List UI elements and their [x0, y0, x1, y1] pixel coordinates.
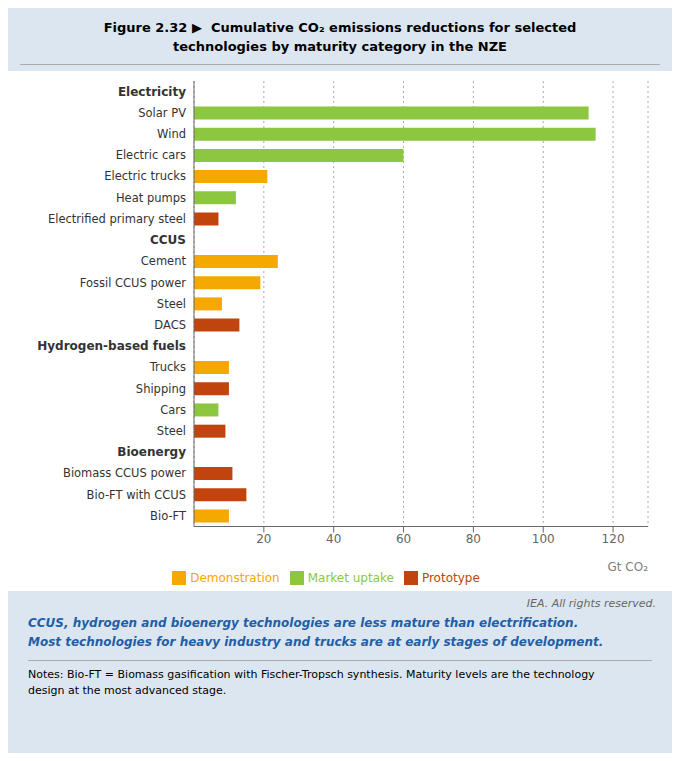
svg-text:Steel: Steel — [157, 297, 186, 311]
html-text:IEA. All rights reserved.: IEA. All rights reserved. — [526, 597, 656, 610]
svg-text:100: 100 — [532, 532, 555, 546]
svg-text:Wind: Wind — [157, 127, 186, 141]
svg-text:Trucks: Trucks — [149, 360, 186, 374]
svg-text:Electrified primary steel: Electrified primary steel — [48, 212, 186, 226]
svg-text:Steel: Steel — [157, 424, 186, 438]
svg-text:Biomass CCUS power: Biomass CCUS power — [63, 466, 186, 480]
html-text:Figure 2.32 ▶ Cumulative CO₂ e: Figure 2.32 ▶ Cumulative CO₂ emissions r… — [103, 20, 577, 35]
svg-text:DACS: DACS — [154, 318, 186, 332]
svg-text:Bioenergy: Bioenergy — [117, 445, 186, 459]
svg-text:120: 120 — [602, 532, 625, 546]
html-text:Market uptake: Market uptake — [307, 570, 394, 585]
svg-text:CCUS: CCUS — [150, 233, 186, 247]
svg-text:60: 60 — [396, 532, 411, 546]
html-text:Notes: Bio-FT = Biomass gasifi: Notes: Bio-FT = Biomass gasification wit… — [28, 668, 595, 697]
html-text:Demonstration: Demonstration — [190, 570, 280, 585]
svg-text:Cars: Cars — [160, 403, 186, 417]
svg-text:80: 80 — [466, 532, 481, 546]
svg-text:Electric trucks: Electric trucks — [104, 169, 186, 183]
svg-text:Fossil CCUS power: Fossil CCUS power — [80, 276, 187, 290]
svg-text:Heat pumps: Heat pumps — [116, 191, 186, 205]
svg-text:Cement: Cement — [141, 254, 187, 268]
svg-text:Shipping: Shipping — [136, 382, 186, 396]
html-text:technologies by maturity categ: technologies by maturity category in the… — [173, 39, 507, 54]
svg-text:Electric cars: Electric cars — [116, 148, 186, 162]
svg-text:Bio-FT: Bio-FT — [150, 509, 187, 523]
html-text:Prototype: Prototype — [421, 570, 480, 585]
svg-text:Gt CO₂: Gt CO₂ — [608, 560, 649, 574]
svg-text:Electricity: Electricity — [118, 85, 186, 99]
html-text:CCUS, hydrogen and bioenergy t: CCUS, hydrogen and bioenergy technologie… — [28, 616, 604, 649]
svg-text:Bio-FT with CCUS: Bio-FT with CCUS — [87, 488, 186, 502]
svg-text:40: 40 — [326, 532, 341, 546]
svg-text:20: 20 — [256, 532, 271, 546]
svg-text:Hydrogen-based fuels: Hydrogen-based fuels — [37, 339, 186, 353]
svg-text:Solar PV: Solar PV — [138, 106, 186, 120]
